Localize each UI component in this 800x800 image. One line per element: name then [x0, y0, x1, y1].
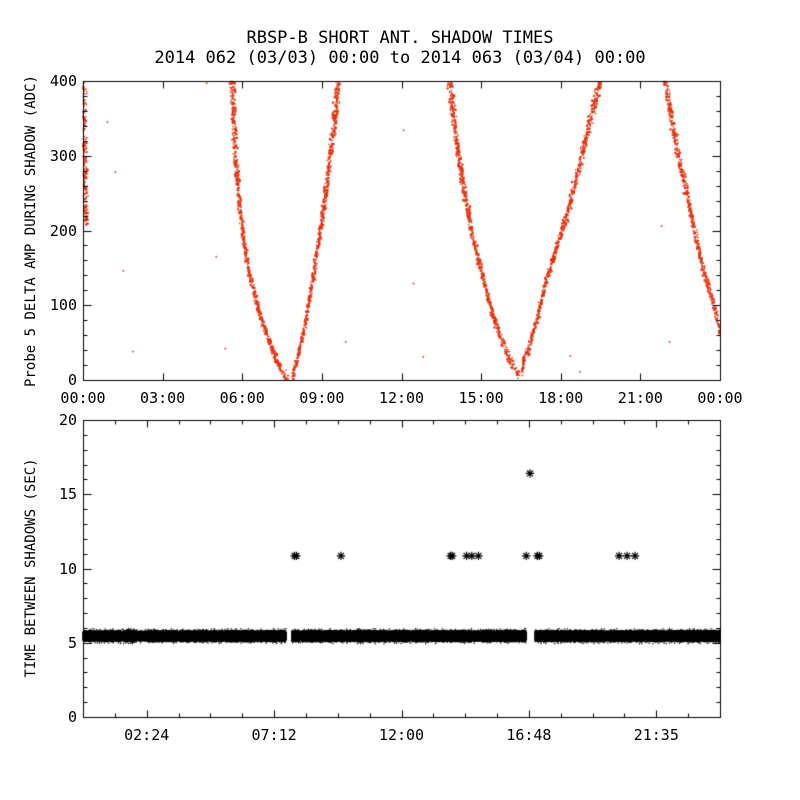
top-x-tick-label: 18:00: [538, 389, 584, 407]
top-x-tick-label: 03:00: [140, 389, 186, 407]
top-x-tick-label: 21:00: [617, 389, 663, 407]
chart-title: RBSP-B SHORT ANT. SHADOW TIMES: [246, 28, 554, 48]
bottom-y-tick-label: 20: [58, 411, 77, 429]
bottom-y-tick-label: 10: [58, 559, 77, 578]
bottom-panel-y-axis-title: TIME BETWEEN SHADOWS (SEC): [23, 458, 39, 678]
top-y-tick-label: 400: [49, 72, 77, 90]
bottom-x-tick-label: 07:12: [251, 726, 297, 744]
chart-subtitle: 2014 062 (03/03) 00:00 to 2014 063 (03/0…: [154, 48, 646, 68]
top-y-tick-label: 200: [49, 221, 77, 240]
top-x-tick-label: 06:00: [219, 389, 265, 407]
top-x-tick-label: 15:00: [458, 389, 504, 407]
bottom-x-tick-label: 02:24: [124, 726, 170, 744]
top-panel-y-axis-title: Probe 5 DELTA AMP DURING SHADOW (ADC): [23, 75, 39, 387]
top-y-tick-label: 0: [67, 371, 77, 389]
bottom-y-tick-label: 15: [58, 485, 77, 504]
top-x-tick-label: 00:00: [697, 389, 743, 407]
bottom-y-tick-label: 5: [67, 633, 77, 652]
bottom-x-tick-label: 16:48: [506, 726, 552, 744]
bottom-x-tick-label: 12:00: [378, 726, 425, 744]
bottom-y-tick-label: 0: [67, 708, 77, 726]
top-x-tick-label: 12:00: [378, 389, 425, 407]
bottom-x-tick-label: 21:35: [633, 726, 679, 744]
top-y-tick-label: 100: [49, 296, 77, 315]
top-x-tick-label: 09:00: [299, 389, 345, 407]
top-y-tick-label: 300: [49, 146, 77, 165]
top-x-tick-label: 00:00: [60, 389, 106, 407]
